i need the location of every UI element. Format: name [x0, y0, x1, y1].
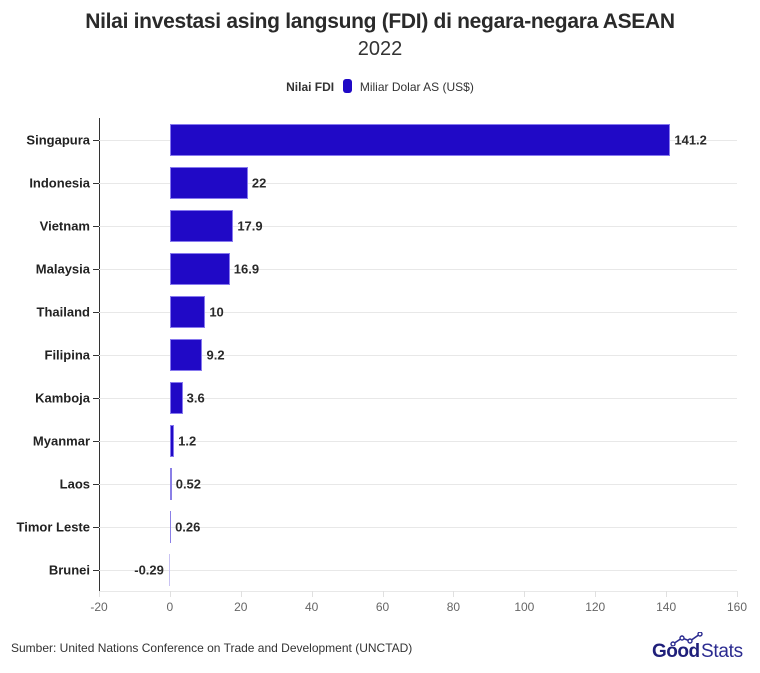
value-label: 3.6 [186, 390, 205, 406]
y-tick [93, 570, 99, 571]
value-label: 141.2 [674, 132, 707, 148]
category-label: Vietnam [39, 218, 90, 234]
legend-title: Nilai FDI [286, 80, 335, 94]
x-axis-line [99, 591, 737, 592]
x-tick [666, 591, 668, 597]
y-tick [93, 312, 99, 313]
category-label: Malaysia [35, 261, 90, 277]
chart-title: Nilai investasi asing langsung (FDI) di … [85, 10, 675, 33]
x-tick [453, 591, 455, 597]
x-tick-label: 40 [304, 600, 319, 614]
bar[interactable] [169, 382, 183, 414]
legend-swatch[interactable] [343, 79, 353, 93]
category-label: Singapura [26, 132, 90, 148]
gridline [99, 527, 737, 528]
category-label: Filipina [44, 347, 91, 363]
chart-subtitle: 2022 [357, 38, 403, 60]
x-tick-label: 100 [514, 600, 535, 614]
x-tick [595, 591, 597, 597]
category-label: Indonesia [29, 175, 90, 191]
x-tick-label: 80 [446, 600, 461, 614]
legend: Nilai FDI Miliar Dolar AS (US$) [0, 79, 760, 94]
bar[interactable] [169, 167, 248, 199]
category-label: Myanmar [32, 433, 90, 449]
x-tick [99, 591, 100, 597]
x-tick [240, 591, 242, 597]
y-tick [93, 140, 99, 141]
gridline [99, 312, 737, 313]
x-tick-label: 120 [585, 600, 606, 614]
bar[interactable] [169, 296, 206, 328]
bar[interactable] [169, 468, 172, 500]
category-label: Kamboja [35, 390, 90, 406]
goodstats-logo: Good Stats [652, 632, 752, 662]
source-note: Sumber: United Nations Conference on Tra… [11, 641, 413, 655]
value-label: -0.29 [134, 562, 164, 578]
y-axis-line [99, 118, 100, 591]
y-tick [93, 527, 99, 528]
x-tick-label: -20 [90, 600, 108, 614]
y-tick [93, 398, 99, 399]
value-label: 10 [209, 304, 224, 320]
x-tick-label: 0 [166, 600, 174, 614]
value-label: 0.52 [175, 476, 202, 492]
x-tick [382, 591, 384, 597]
gridline [99, 269, 737, 270]
category-label: Thailand [36, 304, 90, 320]
value-label: 9.2 [206, 347, 225, 363]
logo-text-stats: Stats [701, 641, 743, 662]
x-tick [169, 591, 171, 597]
value-label: 1.2 [178, 433, 197, 449]
y-tick [93, 441, 99, 442]
gridline [99, 570, 737, 571]
value-label: 16.9 [233, 261, 260, 277]
x-tick [737, 591, 738, 597]
bar[interactable] [169, 124, 671, 156]
x-tick-label: 20 [234, 600, 248, 614]
x-tick-label: 60 [375, 600, 390, 614]
legend-label[interactable]: Miliar Dolar AS (US$) [359, 80, 474, 94]
category-label: Timor Leste [16, 519, 90, 535]
bar[interactable] [169, 339, 203, 371]
category-label: Brunei [48, 562, 90, 578]
bar[interactable] [169, 425, 175, 457]
y-tick [93, 484, 99, 485]
chart-line-icon [670, 632, 703, 646]
y-tick [93, 355, 99, 356]
gridline [99, 398, 737, 399]
gridline [99, 183, 737, 184]
logo-text-good: Good [652, 641, 700, 662]
value-label: 22 [251, 175, 267, 191]
x-tick-label: 160 [726, 600, 748, 614]
value-label: 17.9 [237, 218, 263, 234]
gridline [99, 226, 737, 227]
gridline [99, 441, 737, 442]
x-tick [311, 591, 313, 597]
x-tick [524, 591, 526, 597]
y-tick [93, 269, 99, 270]
y-tick [93, 183, 99, 184]
bar[interactable] [169, 511, 172, 543]
bar[interactable] [169, 210, 234, 242]
value-label: 0.26 [175, 519, 201, 535]
category-label: Laos [59, 476, 90, 492]
y-tick [93, 226, 99, 227]
x-tick-label: 140 [656, 600, 677, 614]
bar[interactable] [169, 253, 230, 285]
gridline [99, 355, 737, 356]
bar[interactable] [168, 554, 171, 586]
gridline [99, 484, 737, 485]
